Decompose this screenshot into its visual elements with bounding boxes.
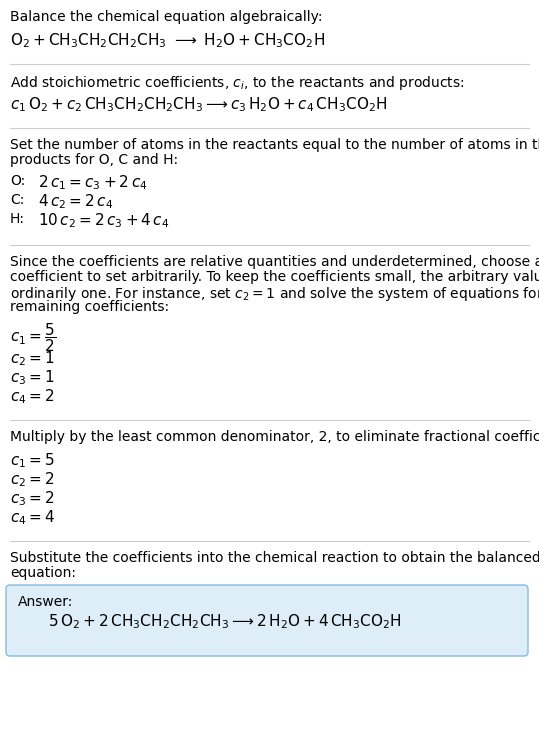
Text: products for O, C and H:: products for O, C and H:	[10, 153, 178, 167]
Text: $c_3 = 1$: $c_3 = 1$	[10, 368, 54, 387]
Text: equation:: equation:	[10, 566, 76, 580]
Text: $c_1 = \dfrac{5}{2}$: $c_1 = \dfrac{5}{2}$	[10, 321, 56, 353]
Text: $c_4 = 4$: $c_4 = 4$	[10, 508, 55, 526]
Text: Add stoichiometric coefficients, $c_i$, to the reactants and products:: Add stoichiometric coefficients, $c_i$, …	[10, 74, 465, 92]
Text: $c_1 = 5$: $c_1 = 5$	[10, 451, 54, 470]
Text: Since the coefficients are relative quantities and underdetermined, choose a: Since the coefficients are relative quan…	[10, 255, 539, 269]
Text: H:: H:	[10, 212, 25, 226]
Text: Substitute the coefficients into the chemical reaction to obtain the balanced: Substitute the coefficients into the che…	[10, 551, 539, 565]
FancyBboxPatch shape	[6, 585, 528, 656]
Text: $2\,c_1 = c_3 + 2\,c_4$: $2\,c_1 = c_3 + 2\,c_4$	[38, 173, 148, 192]
Text: coefficient to set arbitrarily. To keep the coefficients small, the arbitrary va: coefficient to set arbitrarily. To keep …	[10, 270, 539, 284]
Text: Answer:: Answer:	[18, 595, 73, 609]
Text: $10\,c_2 = 2\,c_3 + 4\,c_4$: $10\,c_2 = 2\,c_3 + 4\,c_4$	[38, 211, 169, 229]
Text: $c_2 = 2$: $c_2 = 2$	[10, 470, 54, 489]
Text: O:: O:	[10, 174, 25, 188]
Text: $c_4 = 2$: $c_4 = 2$	[10, 387, 54, 405]
Text: $4\,c_2 = 2\,c_4$: $4\,c_2 = 2\,c_4$	[38, 192, 113, 211]
Text: Multiply by the least common denominator, 2, to eliminate fractional coefficient: Multiply by the least common denominator…	[10, 430, 539, 444]
Text: C:: C:	[10, 193, 24, 207]
Text: $c_1\,\mathrm{O_2} + c_2\,\mathrm{CH_3CH_2CH_2CH_3} \longrightarrow c_3\,\mathrm: $c_1\,\mathrm{O_2} + c_2\,\mathrm{CH_3CH…	[10, 95, 388, 114]
Text: $c_2 = 1$: $c_2 = 1$	[10, 349, 54, 368]
Text: Set the number of atoms in the reactants equal to the number of atoms in the: Set the number of atoms in the reactants…	[10, 138, 539, 152]
Text: $\mathrm{O_2 + CH_3CH_2CH_2CH_3 \ \longrightarrow \ H_2O + CH_3CO_2H}$: $\mathrm{O_2 + CH_3CH_2CH_2CH_3 \ \longr…	[10, 31, 325, 50]
Text: $c_3 = 2$: $c_3 = 2$	[10, 489, 54, 508]
Text: remaining coefficients:: remaining coefficients:	[10, 300, 169, 314]
Text: $5\,\mathrm{O_2} + 2\,\mathrm{CH_3CH_2CH_2CH_3} \longrightarrow 2\,\mathrm{H_2O}: $5\,\mathrm{O_2} + 2\,\mathrm{CH_3CH_2CH…	[48, 612, 402, 631]
Text: Balance the chemical equation algebraically:: Balance the chemical equation algebraica…	[10, 10, 322, 24]
Text: ordinarily one. For instance, set $c_2 = 1$ and solve the system of equations fo: ordinarily one. For instance, set $c_2 =…	[10, 285, 539, 303]
